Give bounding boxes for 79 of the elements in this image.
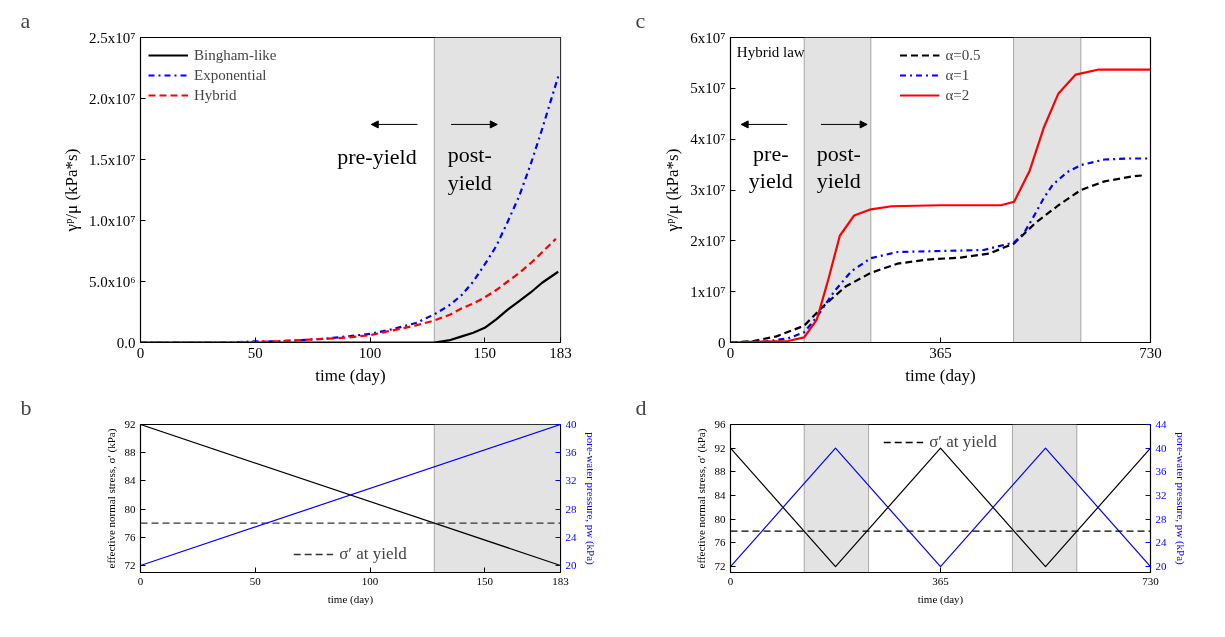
annotation: pre-yield — [337, 143, 417, 169]
y2-tick-label: 24 — [1155, 536, 1167, 549]
annotation: Hybrid law — [736, 43, 805, 60]
legend-label: α=0.5 — [945, 46, 981, 64]
y2-tick-label: 40 — [1155, 441, 1167, 454]
x-tick-label: 150 — [476, 574, 494, 587]
x-tick-label: 0 — [137, 574, 144, 587]
y2-tick-label: 36 — [1155, 465, 1167, 478]
y-tick-label: 2.0x10⁷ — [89, 90, 136, 107]
legend-label: α=1 — [945, 66, 970, 84]
y2-tick-label: 44 — [1155, 418, 1167, 430]
y-axis-title: effective normal stress, σ′ (kPa) — [104, 428, 118, 569]
y-tick-label: 88 — [714, 465, 726, 478]
x-tick-label: 150 — [473, 344, 497, 361]
x-tick-label: 730 — [1139, 344, 1162, 361]
y2-tick-label: 32 — [1155, 489, 1167, 502]
y2-axis-title: pore-water pressure, pw (kPa) — [583, 432, 597, 566]
x-axis-title: time (day) — [917, 592, 964, 606]
y-tick-label: 72 — [124, 558, 136, 571]
x-tick-label: 0 — [727, 574, 734, 587]
y-tick-label: 6x10⁷ — [690, 29, 726, 46]
x-axis-title: time (day) — [905, 365, 976, 385]
y-tick-label: 2x10⁷ — [690, 232, 726, 249]
y2-tick-label: 36 — [565, 446, 577, 459]
x-tick-label: 365 — [929, 344, 952, 361]
x-axis-title: time (day) — [315, 365, 386, 385]
y-tick-label: 76 — [124, 530, 136, 543]
y-tick-label: 1.0x10⁷ — [89, 212, 136, 229]
y-tick-label: 84 — [124, 474, 136, 487]
y-tick-label: 80 — [124, 502, 136, 515]
x-tick-label: 183 — [549, 344, 572, 361]
y-tick-label: 1.5x10⁷ — [89, 151, 136, 168]
legend-label: σ′ at yield — [339, 544, 407, 564]
chart-title: d — [635, 394, 647, 420]
y2-tick-label: 20 — [1155, 560, 1167, 573]
chart-title: a — [20, 7, 31, 33]
y-tick-label: 3x10⁷ — [690, 182, 726, 198]
legend-label: α=2 — [945, 86, 970, 104]
x-tick-label: 365 — [932, 574, 950, 587]
legend-label: Bingham-like — [194, 46, 277, 64]
x-tick-label: 730 — [1142, 574, 1160, 587]
y-tick-label: 96 — [714, 418, 726, 430]
y-axis-title: γᵖ/μ (kPa*s) — [663, 148, 683, 233]
y-tick-label: 5x10⁷ — [690, 80, 726, 97]
legend-label: Exponential — [194, 66, 267, 84]
y2-tick-label: 40 — [565, 418, 577, 430]
annotation: post- yield — [447, 142, 492, 195]
legend-label: σ′ at yield — [929, 432, 997, 452]
x-tick-label: 50 — [249, 574, 262, 587]
y-tick-label: 80 — [714, 512, 726, 525]
y-tick-label: 76 — [714, 536, 726, 549]
y-tick-label: 72 — [714, 560, 726, 573]
x-tick-label: 100 — [361, 574, 379, 587]
annotation: pre- yield — [748, 140, 793, 194]
y2-tick-label: 28 — [1155, 512, 1167, 525]
y-tick-label: 0.0 — [116, 334, 136, 351]
annotation: post- yield — [816, 140, 861, 194]
y-tick-label: 84 — [714, 489, 726, 502]
x-axis-title: time (day) — [327, 592, 374, 606]
y-tick-label: 5.0x10⁶ — [89, 273, 136, 290]
x-tick-label: 183 — [552, 574, 570, 587]
y-tick-label: 1x10⁷ — [690, 283, 726, 300]
y2-tick-label: 32 — [565, 474, 577, 487]
y-axis-title: γᵖ/μ (kPa*s) — [62, 148, 82, 233]
y2-tick-label: 20 — [565, 558, 577, 571]
y-tick-label: 88 — [124, 446, 136, 459]
y-axis-title: effective normal stress, σ′ (kPa) — [694, 428, 708, 569]
chart-title: b — [20, 394, 32, 420]
y2-axis-title: pore-water pressure, pw (kPa) — [1173, 432, 1187, 566]
chart-title: c — [635, 7, 646, 33]
y-tick-label: 4x10⁷ — [690, 131, 726, 148]
x-tick-label: 100 — [358, 344, 382, 361]
y-tick-label: 92 — [124, 418, 136, 430]
x-tick-label: 50 — [247, 344, 263, 361]
y2-tick-label: 24 — [565, 530, 577, 543]
y-tick-label: 92 — [714, 441, 726, 454]
y2-tick-label: 28 — [565, 502, 577, 515]
legend-label: Hybrid — [194, 86, 237, 104]
y-tick-label: 2.5x10⁷ — [89, 29, 136, 46]
